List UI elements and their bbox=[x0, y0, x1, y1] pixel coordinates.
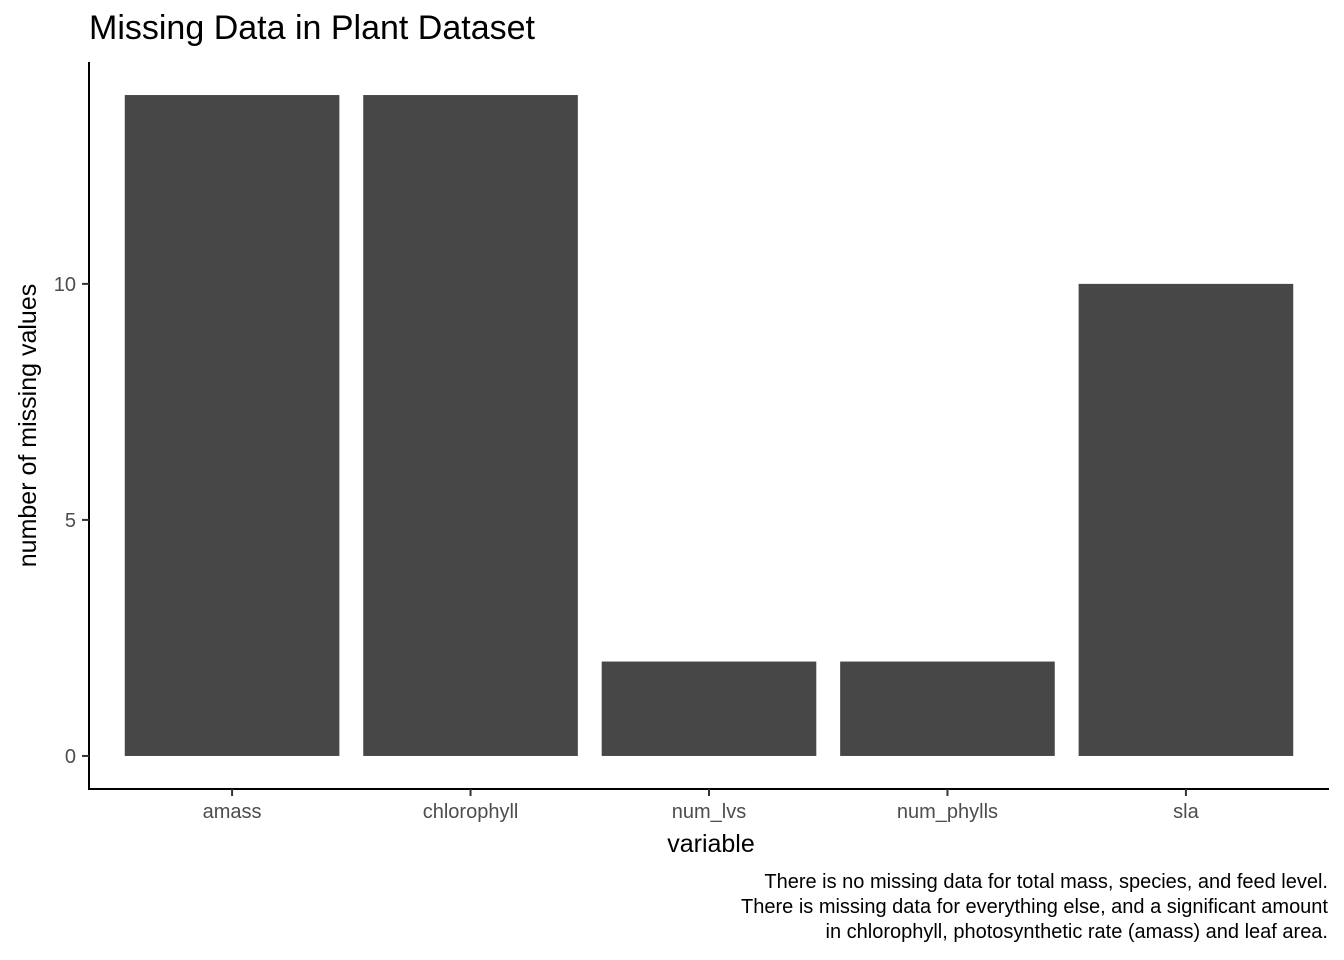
x-tick-label: amass bbox=[203, 801, 262, 823]
bar-sla bbox=[1078, 283, 1294, 756]
bar-num_phylls bbox=[840, 661, 1055, 756]
x-tick-label: sla bbox=[1173, 801, 1199, 823]
x-ticks-group: amass chlorophyll num_lvs num_phylls sla bbox=[203, 789, 1200, 823]
x-tick-label: chlorophyll bbox=[423, 801, 519, 823]
y-tick-label: 10 bbox=[54, 274, 76, 296]
y-axis-title: number of missing values bbox=[14, 284, 42, 567]
y-tick-label: 0 bbox=[65, 746, 76, 768]
x-axis-title: variable bbox=[667, 830, 755, 858]
bar-chlorophyll bbox=[363, 95, 578, 756]
y-ticks-group: 0 5 10 bbox=[54, 274, 89, 768]
chart-title: Missing Data in Plant Dataset bbox=[89, 9, 535, 47]
bar-amass bbox=[124, 95, 340, 756]
bar-num_lvs bbox=[601, 661, 817, 756]
x-tick-label: num_lvs bbox=[672, 801, 746, 823]
y-tick-label: 5 bbox=[65, 510, 76, 532]
chart-caption: There is no missing data for total mass,… bbox=[741, 870, 1328, 945]
caption-line: There is no missing data for total mass,… bbox=[764, 871, 1328, 893]
x-tick-label: num_phylls bbox=[897, 801, 998, 823]
caption-line: There is missing data for everything els… bbox=[741, 896, 1328, 918]
bars-group bbox=[124, 95, 1294, 756]
caption-line: in chlorophyll, photosynthetic rate (ama… bbox=[825, 921, 1329, 943]
